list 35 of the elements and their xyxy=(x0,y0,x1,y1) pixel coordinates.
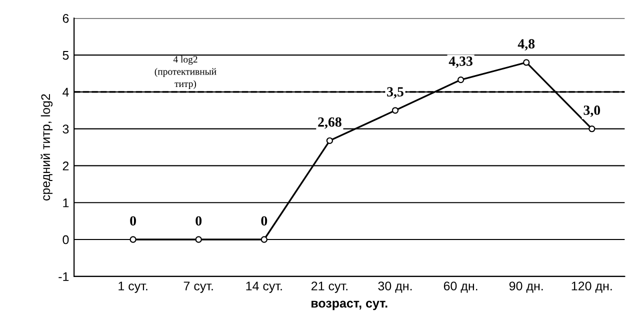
y-tick-label: 0 xyxy=(62,235,69,244)
data-label: 4,8 xyxy=(518,39,535,51)
x-tick-label: 30 дн. xyxy=(378,282,412,293)
point xyxy=(392,107,399,114)
point xyxy=(588,126,596,132)
data-label: 3,5 xyxy=(387,87,404,98)
y-tick-label: -1 xyxy=(58,272,69,281)
y-tick-label: 4 xyxy=(62,88,69,96)
y-tick-label: 2 xyxy=(62,162,69,170)
y-tick-label: 6 xyxy=(62,14,69,23)
data-label: 4,33 xyxy=(448,56,472,68)
x-axis-title: возраст, сут. xyxy=(312,300,388,310)
data-label: 0 xyxy=(261,216,268,226)
data-label: 2,68 xyxy=(318,117,342,129)
data-label: 0 xyxy=(196,216,202,226)
x-tick-label: 90 дн. xyxy=(509,282,543,293)
data-label: 3,0 xyxy=(584,106,600,117)
x-tick-label: 14 сут. xyxy=(246,282,282,293)
y-tick-label: 3 xyxy=(62,124,69,134)
y-tick-label: 1 xyxy=(63,198,69,208)
x-tick-label: 60 дн. xyxy=(444,282,478,293)
x-tick-label: 1 сут. xyxy=(118,282,148,293)
x-tick-label: 7 сут. xyxy=(184,282,213,293)
point xyxy=(457,76,464,84)
point xyxy=(195,236,202,243)
y-axis-title: средний титр, log2 xyxy=(40,94,53,200)
data-label: 0 xyxy=(130,216,136,226)
x-tick-label: 21 сут. xyxy=(311,282,348,293)
point xyxy=(523,59,530,66)
y-tick-label: 5 xyxy=(62,51,69,60)
point xyxy=(130,236,136,243)
x-tick-label: 120 дн. xyxy=(572,282,612,293)
point xyxy=(326,137,334,144)
point xyxy=(260,236,268,243)
ref-line-label: 4 log2 (протективный титр) xyxy=(154,56,216,90)
